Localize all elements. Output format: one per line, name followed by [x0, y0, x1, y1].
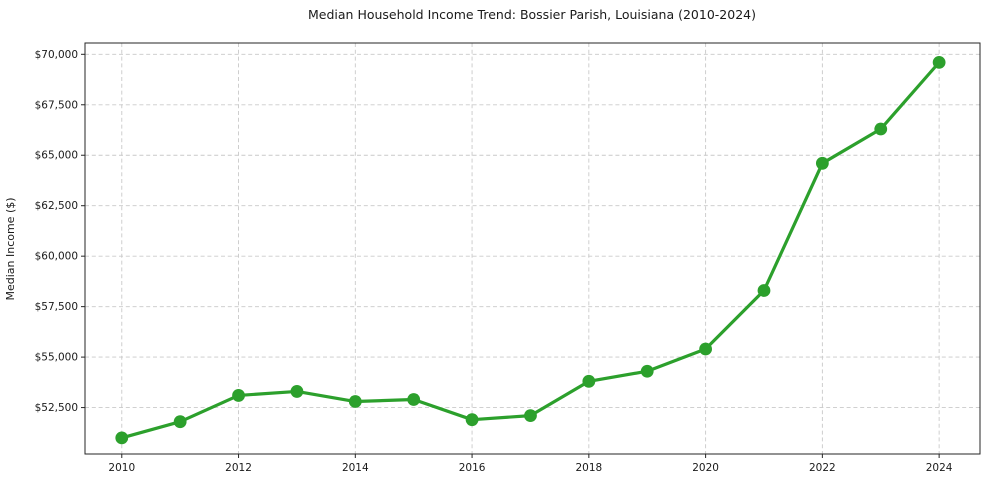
- x-tick-label: 2018: [575, 462, 602, 474]
- chart-title: Median Household Income Trend: Bossier P…: [308, 7, 756, 22]
- data-point: [407, 393, 421, 406]
- y-tick-label: $55,000: [35, 352, 78, 364]
- data-point: [173, 415, 187, 429]
- plot-content: 2010 2012 2014 2016 2018 2020 2022 2024 $52,500 $…: [35, 42, 981, 474]
- data-point: [524, 409, 537, 423]
- x-tick-label: 2016: [459, 462, 486, 474]
- x-tick-label: 2020: [692, 462, 719, 474]
- y-tick-label: $57,500: [35, 301, 78, 313]
- y-axis-label: Median Income ($): [4, 197, 17, 300]
- x-tick-label: 2022: [809, 462, 836, 474]
- x-tick-label: 2012: [225, 462, 252, 474]
- data-point: [932, 55, 946, 69]
- x-tick-label: 2024: [926, 462, 953, 474]
- y-tick-label: $67,500: [35, 99, 78, 111]
- y-tick-label: $52,500: [35, 402, 78, 414]
- trend-line: [120, 60, 941, 440]
- y-tick-label: $65,000: [35, 150, 78, 162]
- data-point: [699, 342, 713, 356]
- data-point: [815, 156, 829, 170]
- x-tick-label: 2014: [342, 462, 369, 474]
- data-point: [582, 374, 596, 388]
- data-point: [874, 122, 888, 136]
- data-point: [348, 395, 362, 408]
- data-point: [465, 413, 479, 427]
- y-tick-label: $60,000: [35, 251, 78, 263]
- data-point: [290, 385, 304, 398]
- data-point: [640, 364, 654, 378]
- x-tick-label: 2010: [108, 462, 135, 474]
- data-point: [757, 284, 771, 297]
- y-tick-label: $62,500: [35, 200, 78, 212]
- data-point: [115, 431, 129, 445]
- plot-border: [84, 42, 981, 455]
- y-tick-label: $70,000: [35, 49, 78, 61]
- data-point: [232, 389, 245, 402]
